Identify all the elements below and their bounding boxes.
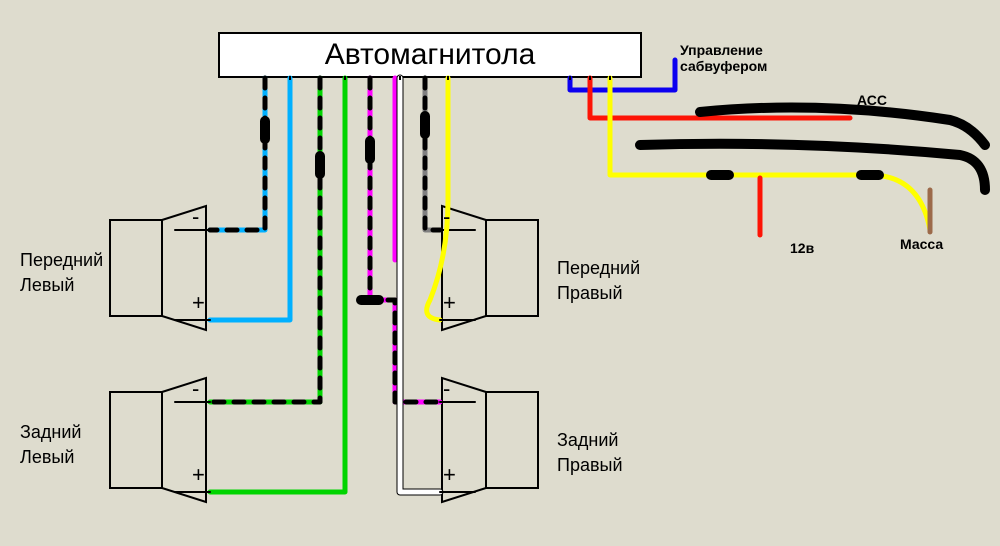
label-12v: 12в <box>790 240 814 256</box>
label-sub-control: Управление сабвуфером <box>680 42 767 74</box>
label-rear-left: Задний Левый <box>20 420 81 470</box>
head-unit-box: Автомагнитола <box>218 32 642 78</box>
svg-text:+: + <box>443 290 456 315</box>
svg-text:-: - <box>192 204 199 229</box>
svg-text:-: - <box>443 376 450 401</box>
label-rear-right: Задний Правый <box>557 428 623 478</box>
svg-text:-: - <box>443 204 450 229</box>
head-unit-title: Автомагнитола <box>325 38 536 72</box>
svg-text:+: + <box>192 462 205 487</box>
svg-text:-: - <box>192 376 199 401</box>
svg-text:+: + <box>192 290 205 315</box>
svg-text:+: + <box>443 462 456 487</box>
label-front-right: Передний Правый <box>557 256 640 306</box>
label-mass: Масса <box>900 236 943 252</box>
label-acc: АСС <box>857 92 887 108</box>
label-front-left: Передний Левый <box>20 248 103 298</box>
wiring-diagram: - + - + - + - + <box>0 0 1000 546</box>
